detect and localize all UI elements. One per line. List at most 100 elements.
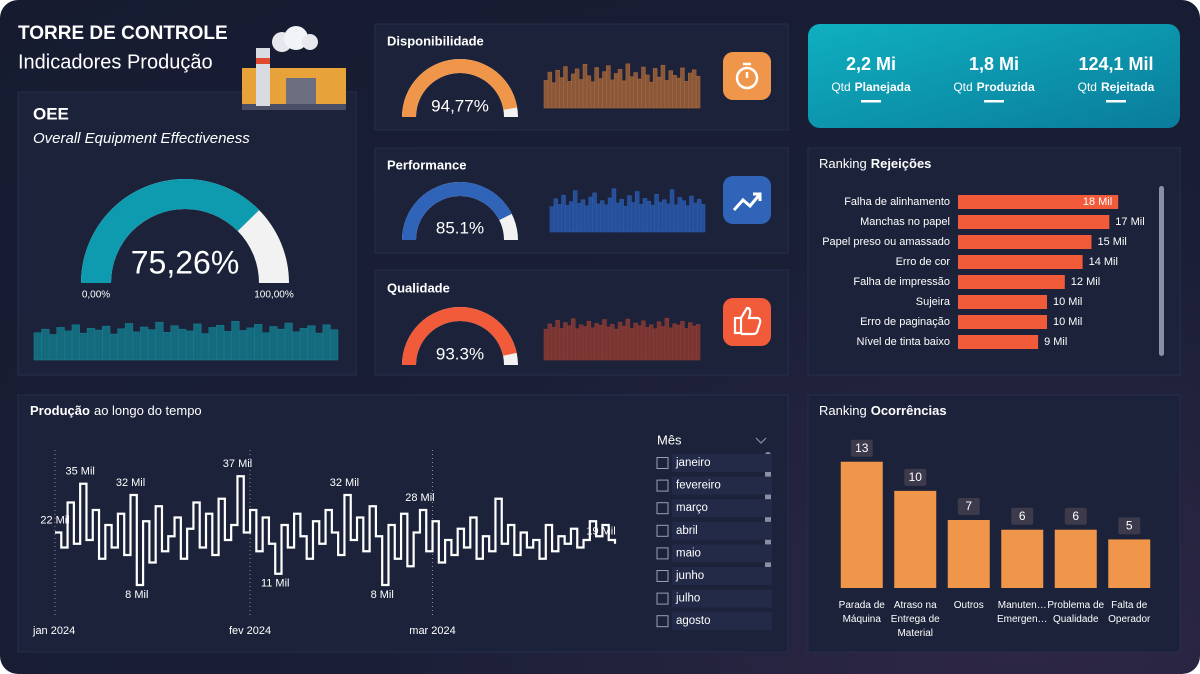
spark-bar <box>223 331 232 361</box>
icon-trend <box>723 176 771 224</box>
spark-bar <box>627 195 632 233</box>
spark-bar <box>549 206 555 233</box>
label-box <box>850 439 873 457</box>
slicer-row <box>672 612 772 631</box>
spark-bar <box>625 318 631 361</box>
checkbox[interactable] <box>656 592 669 605</box>
spark-bar <box>94 329 103 361</box>
spark-bar <box>543 328 549 361</box>
slicer-item: março <box>676 502 708 514</box>
spark-bar <box>615 202 621 233</box>
spark-bar <box>641 66 646 109</box>
checkbox[interactable] <box>656 615 669 628</box>
card-subtitle: Overall Equipment Effectiveness <box>33 130 250 147</box>
spark-bar <box>555 320 560 361</box>
spark-bar <box>695 324 701 361</box>
spark-bar <box>621 325 627 361</box>
gauge-value <box>402 306 517 365</box>
gauge-value <box>402 59 518 117</box>
title-part: Rejeições <box>871 156 932 171</box>
slicer-item: junho <box>675 570 704 582</box>
spark-bar <box>696 199 702 233</box>
gauge-label: 85.1% <box>436 218 484 237</box>
dropdown-chevron[interactable] <box>755 437 767 444</box>
card-title: Disponibilidade <box>387 33 484 48</box>
spark-bar <box>638 204 644 233</box>
title-part: Ocorrências <box>871 403 947 418</box>
x-tick-label: Problema de Qualidade <box>1047 600 1105 625</box>
data-label: 6 <box>1072 509 1079 523</box>
spark-bar <box>596 203 601 233</box>
panel-title: Produção ao longo do tempo <box>30 403 202 418</box>
title-part: Ranking <box>819 156 867 171</box>
spark-bar <box>563 66 568 109</box>
checkbox[interactable] <box>656 524 669 537</box>
gauge-tick-label: 100,00% <box>254 290 294 301</box>
x-tick-label: jan 2024 <box>32 625 75 637</box>
data-label: 32 Mil <box>330 477 359 489</box>
slicer-item: julho <box>675 593 700 605</box>
spark-bar <box>238 330 248 361</box>
bar <box>947 520 990 588</box>
bar <box>958 255 1083 269</box>
spark-bar <box>680 67 685 109</box>
spark-bar <box>570 318 576 361</box>
x-tick-label: Manuten… Emergen… <box>996 600 1048 625</box>
kpi-label-part: Planejada <box>855 80 911 94</box>
spark-bar <box>609 79 615 109</box>
spark-bar <box>648 324 654 361</box>
spark-bar <box>574 328 580 361</box>
bar <box>1054 529 1097 588</box>
spark-bar <box>590 81 595 109</box>
spark-bar <box>557 204 562 233</box>
spark-bar <box>637 78 642 109</box>
kpi-value: 2,2 Mi <box>846 54 896 74</box>
spark-bar <box>284 322 293 361</box>
spark-bar <box>676 324 681 361</box>
panel-title: Ranking Ocorrências <box>819 403 947 418</box>
slicer-row <box>672 567 772 585</box>
spark-bar <box>553 198 559 233</box>
kpi-underline <box>984 100 1004 103</box>
data-label: 7 <box>965 499 972 513</box>
data-label: 13 <box>855 441 869 455</box>
spark-bar <box>582 64 588 109</box>
line <box>55 475 617 587</box>
spark-bar <box>656 76 662 109</box>
y-tick-label: Papel preso ou amassado <box>822 236 950 248</box>
spark-bar <box>551 82 556 109</box>
data-label: 11 Mil <box>261 578 290 590</box>
spark-bar <box>132 331 141 361</box>
bar <box>840 461 883 588</box>
slicer-item: janeiro <box>675 457 711 469</box>
spark-bar <box>576 203 582 233</box>
scrollbar[interactable] <box>1159 186 1164 356</box>
spark-bar <box>109 333 118 361</box>
spark-bar <box>147 329 156 361</box>
checkbox[interactable] <box>656 570 669 582</box>
y-tick-label: Falha de impressão <box>853 276 950 288</box>
checkbox[interactable] <box>656 547 669 560</box>
slicer-row <box>672 499 772 518</box>
spark-bar <box>580 199 586 233</box>
spark-bar <box>646 200 652 233</box>
spark-bar <box>613 328 619 361</box>
spark-bar <box>629 76 634 109</box>
spark-bar <box>314 332 324 361</box>
data-label: 28 Mil <box>405 492 434 504</box>
title-part: Produção <box>30 403 90 418</box>
gauge-label: 94,77% <box>431 96 489 115</box>
x-tick-label: Falta de Operador <box>1108 600 1151 625</box>
bar <box>958 275 1065 289</box>
spark-bar <box>645 327 650 361</box>
spark-bar <box>569 201 574 233</box>
checkbox[interactable] <box>656 479 669 492</box>
spark-bar <box>559 328 564 361</box>
spark-bar <box>664 80 670 109</box>
checkbox[interactable] <box>656 502 669 515</box>
spark-bar <box>634 191 640 233</box>
spark-bar <box>602 71 607 109</box>
checkbox[interactable] <box>656 457 669 469</box>
spark-bar <box>607 197 613 233</box>
